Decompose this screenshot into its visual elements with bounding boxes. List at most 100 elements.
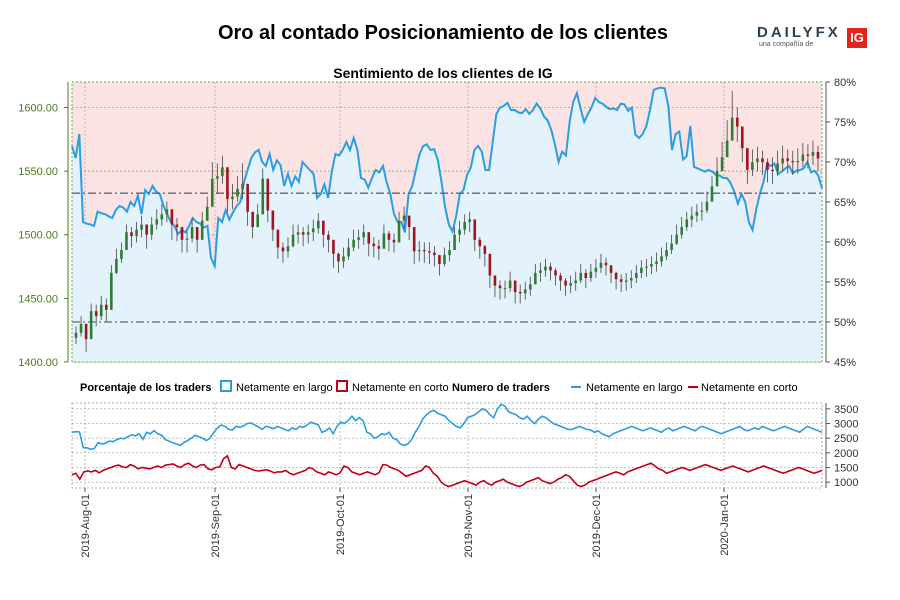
candle-body bbox=[115, 258, 118, 273]
candle-body bbox=[574, 280, 578, 284]
price-candle bbox=[609, 265, 613, 284]
price-candle bbox=[246, 183, 249, 226]
percent-axis-label: 60% bbox=[834, 237, 856, 249]
candle-body bbox=[291, 234, 295, 247]
percent-axis-label: 70% bbox=[834, 157, 856, 169]
price-candle bbox=[392, 233, 396, 253]
price-candle bbox=[266, 178, 270, 222]
price-candle bbox=[498, 280, 502, 300]
price-candle bbox=[377, 239, 381, 261]
candle-body bbox=[251, 211, 254, 228]
ig-logo-badge: IG bbox=[847, 28, 867, 48]
price-candle bbox=[589, 264, 593, 282]
legend-num-title: Numero de traders bbox=[452, 382, 550, 394]
candle-body bbox=[150, 224, 154, 235]
chart-subtitle: Sentimiento de los clientes de IG bbox=[333, 65, 553, 81]
price-candle bbox=[231, 183, 234, 210]
candle-body bbox=[155, 219, 159, 225]
candle-body bbox=[428, 251, 431, 253]
candle-body bbox=[130, 232, 133, 236]
candle-body bbox=[412, 227, 416, 252]
candle-body bbox=[478, 239, 482, 247]
price-axis-label: 1450.00 bbox=[18, 293, 58, 305]
candle-body bbox=[120, 250, 123, 259]
candle-body bbox=[786, 158, 790, 161]
traders-panel-frame bbox=[71, 402, 823, 489]
price-candle bbox=[438, 255, 441, 276]
chart-title: Oro al contado Posicionamiento de los cl… bbox=[217, 22, 669, 44]
price-candle bbox=[791, 150, 795, 175]
price-candle bbox=[735, 107, 739, 142]
price-axis-label: 1500.00 bbox=[18, 230, 58, 242]
candle-body bbox=[382, 233, 386, 249]
price-candle bbox=[372, 237, 376, 258]
price-candle bbox=[402, 206, 406, 229]
candle-body bbox=[740, 126, 744, 149]
price-candle bbox=[811, 140, 815, 165]
candle-body bbox=[559, 275, 562, 281]
traders-axis-label: 2500 bbox=[834, 433, 858, 445]
price-candle bbox=[675, 224, 678, 245]
candle-body bbox=[226, 167, 229, 200]
price-candle bbox=[200, 211, 204, 240]
price-candle bbox=[766, 158, 769, 183]
candle-body bbox=[710, 186, 714, 202]
candle-body bbox=[488, 253, 492, 276]
date-axis-label: 2019-Nov-01 bbox=[463, 494, 475, 558]
candle-body bbox=[619, 279, 623, 282]
price-candle bbox=[412, 227, 416, 264]
price-candle bbox=[210, 162, 214, 207]
candle-body bbox=[640, 267, 643, 273]
traders-axis-label: 1500 bbox=[834, 462, 858, 474]
candle-body bbox=[357, 237, 360, 240]
candle-body bbox=[806, 154, 810, 156]
candle-body bbox=[604, 262, 608, 266]
candle-body bbox=[367, 232, 371, 244]
price-candle bbox=[443, 247, 446, 267]
price-candle bbox=[786, 149, 790, 174]
price-candle bbox=[352, 229, 355, 252]
price-candle bbox=[417, 241, 421, 262]
price-candle bbox=[185, 230, 189, 253]
price-candle bbox=[226, 167, 229, 212]
candle-body bbox=[337, 253, 340, 262]
candle-body bbox=[493, 275, 497, 286]
traders-panel-axes: 1000 1500 2000 2500 3000 3500 bbox=[825, 403, 858, 489]
candle-body bbox=[271, 210, 275, 230]
candle-body bbox=[387, 233, 391, 240]
candle-body bbox=[513, 280, 517, 292]
price-candle bbox=[670, 234, 673, 254]
candle-body bbox=[125, 232, 128, 250]
traders-axis-label: 1000 bbox=[834, 477, 858, 489]
candle-body bbox=[629, 278, 633, 281]
candle-body bbox=[579, 272, 583, 281]
price-candles bbox=[74, 90, 820, 352]
price-candle bbox=[796, 148, 800, 174]
candle-body bbox=[650, 264, 653, 267]
candle-body bbox=[89, 311, 93, 340]
dailyfx-logo[interactable]: DAILYFX una compañía de IG bbox=[757, 24, 867, 54]
candle-body bbox=[417, 250, 421, 252]
candle-body bbox=[74, 332, 78, 338]
price-axis-label: 1550.00 bbox=[18, 166, 58, 178]
candle-body bbox=[165, 209, 169, 215]
price-candle bbox=[115, 248, 118, 275]
candle-body bbox=[508, 280, 512, 289]
price-candle bbox=[660, 247, 663, 267]
price-candle bbox=[281, 242, 285, 263]
price-candle bbox=[155, 209, 159, 230]
candle-body bbox=[766, 162, 769, 170]
short-traders-line bbox=[71, 454, 823, 488]
price-candle bbox=[316, 213, 320, 234]
candle-body bbox=[301, 232, 305, 235]
price-candle bbox=[261, 168, 265, 215]
price-candle bbox=[357, 229, 360, 249]
price-candle bbox=[554, 267, 557, 286]
price-candle bbox=[695, 204, 699, 222]
price-candle bbox=[574, 271, 578, 291]
price-candle bbox=[170, 209, 174, 240]
price-candle bbox=[195, 227, 199, 253]
price-candle bbox=[463, 214, 466, 235]
price-candle bbox=[180, 227, 184, 253]
price-candle bbox=[503, 280, 507, 299]
